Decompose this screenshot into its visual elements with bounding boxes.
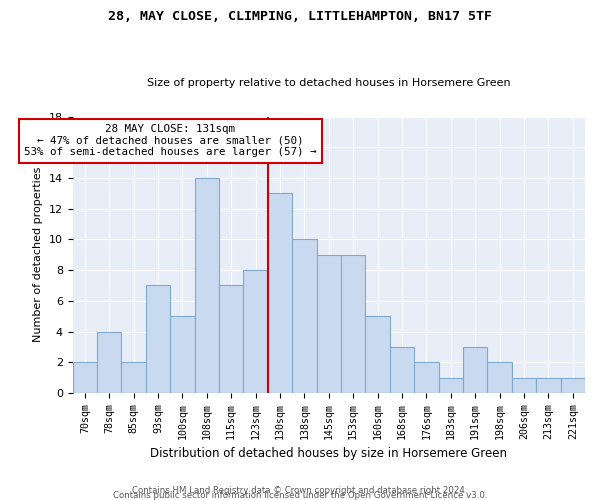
Bar: [463, 347, 487, 393]
Bar: [146, 286, 170, 393]
Text: Contains public sector information licensed under the Open Government Licence v3: Contains public sector information licen…: [113, 490, 487, 500]
Bar: [317, 254, 341, 393]
Text: 28, MAY CLOSE, CLIMPING, LITTLEHAMPTON, BN17 5TF: 28, MAY CLOSE, CLIMPING, LITTLEHAMPTON, …: [108, 10, 492, 23]
Bar: [341, 254, 365, 393]
Bar: [292, 240, 317, 393]
Bar: [194, 178, 219, 393]
Bar: [170, 316, 194, 393]
Bar: [268, 194, 292, 393]
Text: 28 MAY CLOSE: 131sqm
← 47% of detached houses are smaller (50)
53% of semi-detac: 28 MAY CLOSE: 131sqm ← 47% of detached h…: [24, 124, 317, 158]
Bar: [560, 378, 585, 393]
Bar: [121, 362, 146, 393]
Bar: [536, 378, 560, 393]
Bar: [219, 286, 244, 393]
Text: Contains HM Land Registry data © Crown copyright and database right 2024.: Contains HM Land Registry data © Crown c…: [132, 486, 468, 495]
X-axis label: Distribution of detached houses by size in Horsemere Green: Distribution of detached houses by size …: [151, 447, 508, 460]
Bar: [439, 378, 463, 393]
Bar: [390, 347, 414, 393]
Bar: [512, 378, 536, 393]
Title: Size of property relative to detached houses in Horsemere Green: Size of property relative to detached ho…: [147, 78, 511, 88]
Bar: [365, 316, 390, 393]
Bar: [487, 362, 512, 393]
Bar: [414, 362, 439, 393]
Bar: [244, 270, 268, 393]
Bar: [73, 362, 97, 393]
Y-axis label: Number of detached properties: Number of detached properties: [33, 167, 43, 342]
Bar: [97, 332, 121, 393]
